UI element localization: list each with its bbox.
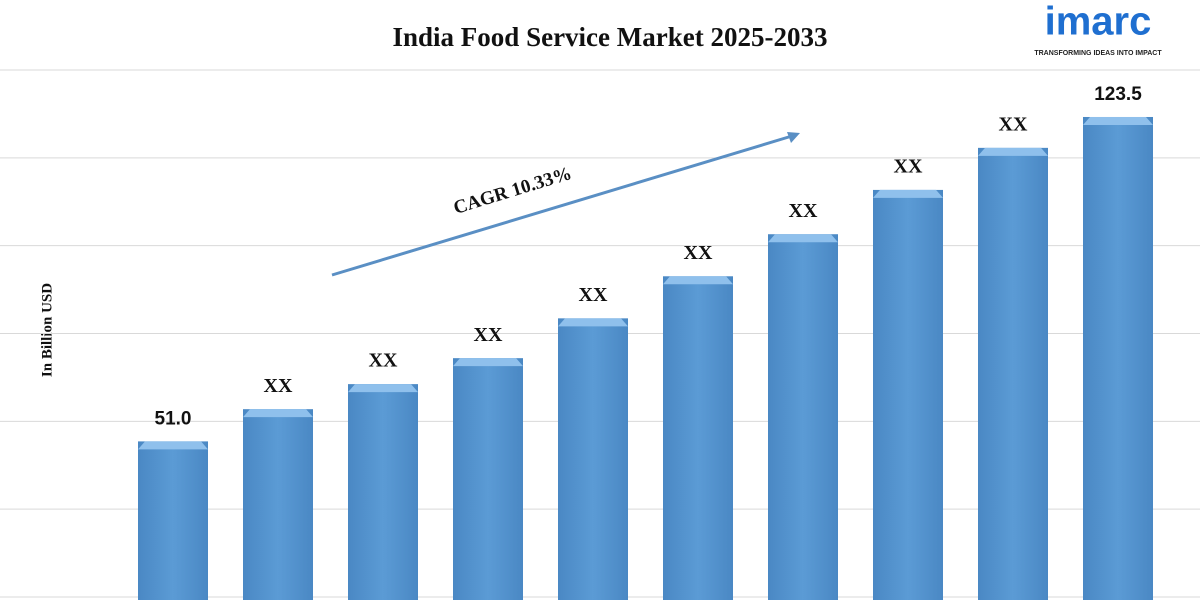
bar-cap: [768, 234, 838, 243]
data-label: 123.5: [1094, 84, 1142, 105]
cagr-arrowhead: [787, 132, 800, 143]
bar-cap: [138, 441, 208, 450]
logo-name: imarc: [1045, 0, 1152, 44]
data-label: XX: [579, 284, 608, 306]
bar-cap: [1083, 116, 1153, 125]
bar: [453, 358, 523, 600]
logo-tagline: TRANSFORMING IDEAS INTO IMPACT: [1034, 50, 1162, 57]
bar: [1083, 116, 1153, 600]
data-label: XX: [999, 113, 1028, 135]
bar-cap: [348, 384, 418, 393]
cagr-annotation: CAGR 10.33%: [451, 163, 574, 219]
cagr-arrow: [331, 134, 793, 277]
bar-cap: [873, 189, 943, 198]
bar-cap: [978, 147, 1048, 156]
bars: 51.0 XX XX XX XX XX XX XX XX 123.5: [138, 84, 1153, 600]
data-label: 51.0: [155, 408, 192, 429]
data-label: XX: [684, 242, 713, 264]
bar-cap: [243, 409, 313, 418]
data-label: XX: [264, 375, 293, 397]
data-label: XX: [789, 200, 818, 222]
bar: [873, 189, 943, 600]
y-axis-label: In Billion USD: [39, 283, 55, 377]
bar: [663, 276, 733, 600]
data-label: XX: [369, 350, 398, 372]
bar: [558, 318, 628, 600]
bar-cap: [558, 318, 628, 327]
chart-title: India Food Service Market 2025-2033: [393, 22, 828, 52]
data-label: XX: [474, 324, 503, 346]
bar: [978, 147, 1048, 600]
bar: [348, 384, 418, 600]
bar: [768, 234, 838, 600]
bar-cap: [663, 276, 733, 285]
bar: [138, 441, 208, 600]
bar: [243, 409, 313, 600]
bar-cap: [453, 358, 523, 367]
data-label: XX: [894, 156, 923, 178]
